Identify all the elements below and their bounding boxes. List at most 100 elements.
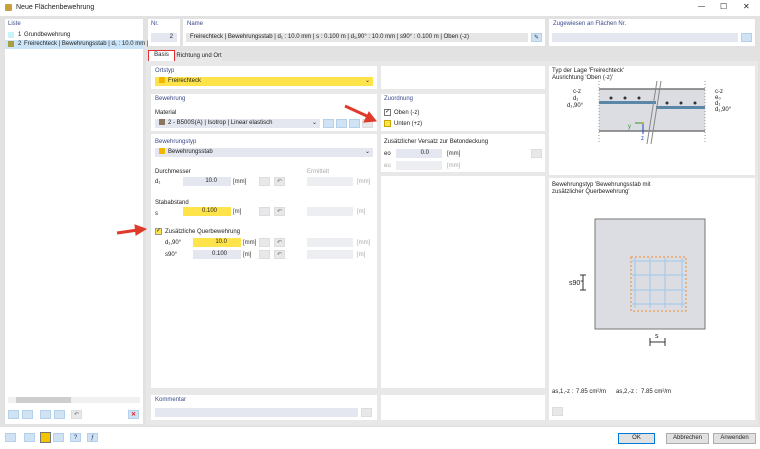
kommentar-header: Kommentar bbox=[155, 397, 187, 403]
kommentar-library-icon[interactable] bbox=[361, 408, 372, 417]
copy-icon[interactable] bbox=[22, 410, 33, 419]
axis-z-label: z bbox=[641, 136, 644, 142]
ok-button[interactable]: OK bbox=[618, 433, 655, 444]
oben-checkbox[interactable]: ✓ bbox=[384, 109, 391, 116]
empty-panel bbox=[381, 395, 545, 420]
app-icon bbox=[5, 4, 12, 11]
ortstyp-value: Freirechteck bbox=[168, 78, 202, 84]
bewehrungstyp-header: Bewehrungstyp bbox=[155, 139, 197, 145]
units-icon[interactable] bbox=[24, 433, 35, 442]
right-label: c-z bbox=[715, 89, 723, 95]
ortstyp-select[interactable]: Freirechteck ⌄ bbox=[155, 77, 373, 86]
list-item-selected[interactable]: 2 Freirechteck | Bewehrungsstab | d₁ : 1… bbox=[5, 40, 156, 49]
as2-label: as,2,-z : bbox=[616, 389, 638, 395]
tab-label: Basis bbox=[154, 52, 169, 58]
unten-checkbox[interactable] bbox=[384, 120, 391, 127]
new-material-icon[interactable] bbox=[336, 119, 347, 128]
kommentar-input[interactable] bbox=[155, 408, 358, 417]
empty-panel bbox=[381, 66, 545, 89]
color-icon[interactable] bbox=[40, 432, 51, 443]
name-field[interactable]: Freirechteck | Bewehrungsstab | d₁ : 10.… bbox=[186, 33, 528, 42]
title-bar: Neue Flächenbewehrung — ☐ ✕ bbox=[0, 0, 760, 16]
d190-symbol: d₁,90° bbox=[165, 240, 182, 246]
pick-icon[interactable] bbox=[531, 149, 542, 158]
quer-checkbox[interactable]: ✓ bbox=[155, 228, 162, 235]
diagram-options-icon[interactable] bbox=[552, 407, 563, 416]
d190-value: 10.0 bbox=[215, 239, 227, 245]
bewehrungstyp-section: Bewehrungstyp Bewehrungsstab ⌄ Durchmesse… bbox=[151, 134, 377, 388]
assigned-field[interactable] bbox=[552, 33, 738, 42]
tab-label: Richtung und Ort bbox=[176, 53, 222, 59]
stababstand-label: Stababstand bbox=[155, 200, 189, 206]
chevron-down-icon: ⌄ bbox=[311, 120, 317, 126]
new-icon[interactable] bbox=[8, 410, 19, 419]
close-button[interactable]: ✕ bbox=[743, 2, 750, 11]
reset-icon[interactable]: ↶ bbox=[274, 177, 285, 186]
reset-icon[interactable]: ↶ bbox=[274, 238, 285, 247]
right-label: d₁,90° bbox=[715, 107, 732, 113]
maximize-button[interactable]: ☐ bbox=[720, 2, 728, 11]
s90-input[interactable]: 0.100 bbox=[193, 250, 241, 259]
d1-input[interactable]: 10.0 bbox=[183, 177, 231, 186]
edit-name-icon[interactable]: ✎ bbox=[531, 33, 542, 42]
left-label: d₁,90° bbox=[567, 103, 584, 109]
library-icon[interactable] bbox=[323, 119, 334, 128]
pick-icon[interactable] bbox=[259, 250, 270, 259]
list-item[interactable]: 1 Grundbewehrung bbox=[5, 31, 143, 40]
diagram1-subtitle: Ausrichtung 'Oben (-z)' bbox=[552, 75, 613, 81]
material-info-icon[interactable] bbox=[362, 119, 373, 128]
reset-icon[interactable]: ↶ bbox=[274, 250, 285, 259]
cancel-button[interactable]: Abbrechen bbox=[666, 433, 709, 444]
material-value: 2 - B500S(A) | Isotrop | Linear elastisc… bbox=[168, 120, 273, 126]
s-input[interactable]: 0.100 bbox=[183, 207, 231, 216]
eo-input[interactable]: 0.0 bbox=[396, 149, 442, 158]
assigned-panel: Zugewiesen an Flächen Nr. bbox=[549, 19, 755, 46]
undo-icon[interactable]: ↶ bbox=[71, 410, 82, 419]
reset-icon[interactable]: ↶ bbox=[274, 207, 285, 216]
s-unit: [m] bbox=[233, 209, 242, 215]
eo-symbol: eo bbox=[384, 151, 391, 157]
d190-determined-unit: [mm] bbox=[357, 240, 371, 246]
d190-unit: [mm] bbox=[243, 240, 257, 246]
tab-richtung[interactable]: Richtung und Ort bbox=[176, 51, 222, 61]
zuordnung-header: Zuordnung bbox=[384, 96, 414, 102]
s90-value: 0.100 bbox=[211, 251, 227, 257]
horizontal-scrollbar[interactable] bbox=[8, 397, 140, 403]
as1-label: as,1,-z : bbox=[552, 389, 574, 395]
item-nr: 1 bbox=[18, 32, 22, 38]
edit-material-icon[interactable] bbox=[349, 119, 360, 128]
list-header: Liste bbox=[8, 21, 21, 27]
s90-symbol: s90° bbox=[165, 252, 178, 258]
check-all-icon[interactable] bbox=[40, 410, 51, 419]
durchmesser-label: Durchmesser bbox=[155, 169, 191, 175]
s-symbol: s bbox=[155, 211, 158, 217]
help-icon[interactable]: ? bbox=[70, 433, 81, 442]
apply-button[interactable]: Anwenden bbox=[713, 433, 756, 444]
empty-panel bbox=[381, 176, 545, 388]
unten-label: Unten (+z) bbox=[394, 121, 423, 127]
formula-icon[interactable]: ƒ bbox=[87, 433, 98, 442]
minimize-button[interactable]: — bbox=[698, 3, 705, 10]
material-select[interactable]: 2 - B500S(A) | Isotrop | Linear elastisc… bbox=[155, 119, 320, 128]
chevron-down-icon: ⌄ bbox=[364, 149, 370, 155]
bewehrungstyp-value: Bewehrungsstab bbox=[168, 149, 213, 155]
pick-icon[interactable] bbox=[259, 177, 270, 186]
as1-value: 7.85 cm²/m bbox=[576, 389, 607, 395]
s90-dimension-label: s90° bbox=[569, 280, 584, 287]
item-nr: 2 bbox=[18, 41, 22, 47]
select-surface-icon[interactable] bbox=[741, 33, 752, 42]
eu-symbol: eu bbox=[384, 163, 391, 169]
uncheck-icon[interactable] bbox=[54, 410, 65, 419]
bewehrungstyp-select[interactable]: Bewehrungsstab ⌄ bbox=[155, 148, 373, 157]
s-determined-unit: [m] bbox=[357, 209, 366, 215]
ortstyp-section: Ortstyp Freirechteck ⌄ bbox=[151, 66, 377, 89]
delete-icon[interactable]: ✕ bbox=[128, 410, 139, 419]
pick-icon[interactable] bbox=[259, 207, 270, 216]
legend-icon[interactable] bbox=[53, 433, 64, 442]
s-dimension-label: s bbox=[655, 333, 659, 340]
d190-input[interactable]: 10.0 bbox=[193, 238, 241, 247]
nr-panel: Nr. 2 bbox=[148, 19, 180, 46]
right-label: e₀ bbox=[715, 95, 721, 101]
search-icon[interactable] bbox=[5, 433, 16, 442]
pick-icon[interactable] bbox=[259, 238, 270, 247]
